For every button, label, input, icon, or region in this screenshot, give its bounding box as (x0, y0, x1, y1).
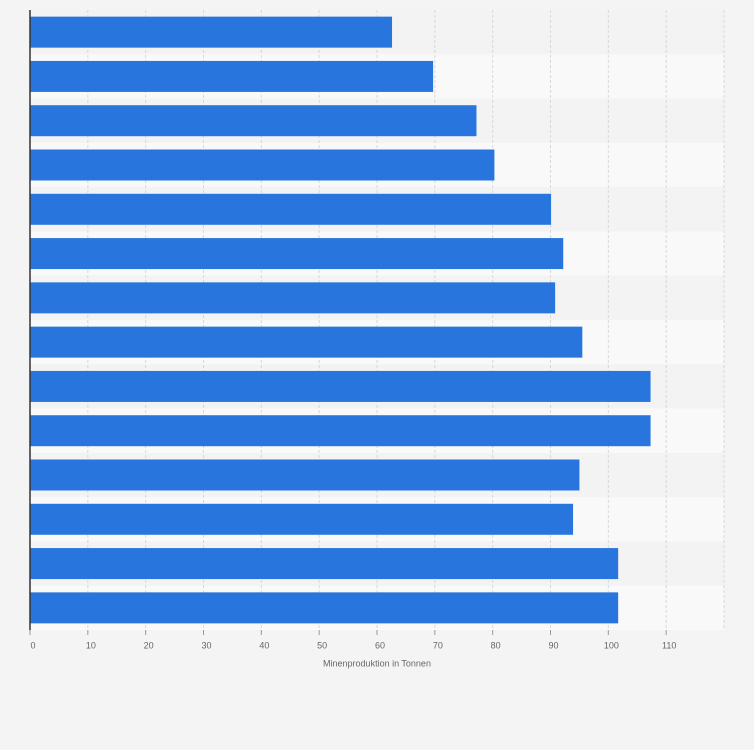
x-tick-label: 50 (317, 640, 327, 650)
x-tick-label: 100 (604, 640, 619, 650)
bar (30, 326, 583, 358)
x-axis-label: Minenproduktion in Tonnen (323, 658, 431, 668)
x-tick-label: 90 (548, 640, 558, 650)
bar (30, 193, 552, 225)
x-tick-label: 20 (144, 640, 154, 650)
bar (30, 503, 574, 535)
x-tick-label: 0 (30, 640, 35, 650)
bar (30, 370, 651, 402)
x-tick-label: 30 (201, 640, 211, 650)
bar (30, 592, 619, 624)
bar (30, 282, 556, 314)
x-tick-label: 60 (375, 640, 385, 650)
x-tick-label: 40 (259, 640, 269, 650)
bar (30, 60, 434, 92)
x-tick-label: 70 (433, 640, 443, 650)
bar (30, 459, 580, 491)
x-tick-label: 80 (491, 640, 501, 650)
x-tick-label: 10 (86, 640, 96, 650)
bar (30, 548, 619, 580)
bar (30, 238, 564, 270)
bar (30, 16, 393, 48)
bar (30, 149, 495, 181)
bar (30, 105, 477, 137)
bar (30, 415, 651, 447)
x-tick-label: 110 (662, 640, 676, 650)
